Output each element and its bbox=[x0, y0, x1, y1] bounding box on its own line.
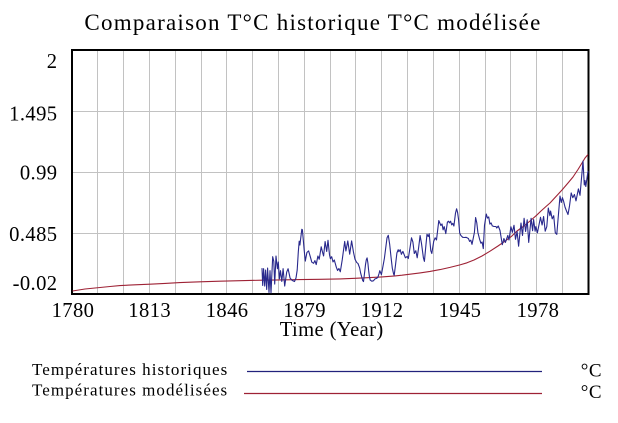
svg-text:1945: 1945 bbox=[439, 300, 482, 322]
svg-text:Températures modélisées: Températures modélisées bbox=[32, 380, 228, 399]
svg-text:Températures historiques: Températures historiques bbox=[32, 360, 228, 379]
svg-text:1.495: 1.495 bbox=[9, 103, 57, 125]
svg-text:Time (Year): Time (Year) bbox=[280, 319, 384, 341]
svg-text:°C: °C bbox=[581, 382, 602, 403]
svg-text:2: 2 bbox=[47, 51, 58, 73]
svg-text:Comparaison T°C historique T°C: Comparaison T°C historique T°C modélisée bbox=[84, 10, 541, 35]
svg-text:1846: 1846 bbox=[206, 300, 249, 322]
svg-text:1780: 1780 bbox=[52, 300, 95, 322]
svg-text:0.99: 0.99 bbox=[20, 163, 58, 185]
svg-text:°C: °C bbox=[581, 361, 602, 382]
svg-text:1813: 1813 bbox=[128, 300, 171, 322]
svg-text:1879: 1879 bbox=[283, 300, 326, 322]
svg-text:1978: 1978 bbox=[517, 300, 560, 322]
svg-text:-0.02: -0.02 bbox=[13, 273, 58, 295]
svg-text:0.485: 0.485 bbox=[9, 224, 57, 246]
svg-text:1912: 1912 bbox=[361, 300, 404, 322]
